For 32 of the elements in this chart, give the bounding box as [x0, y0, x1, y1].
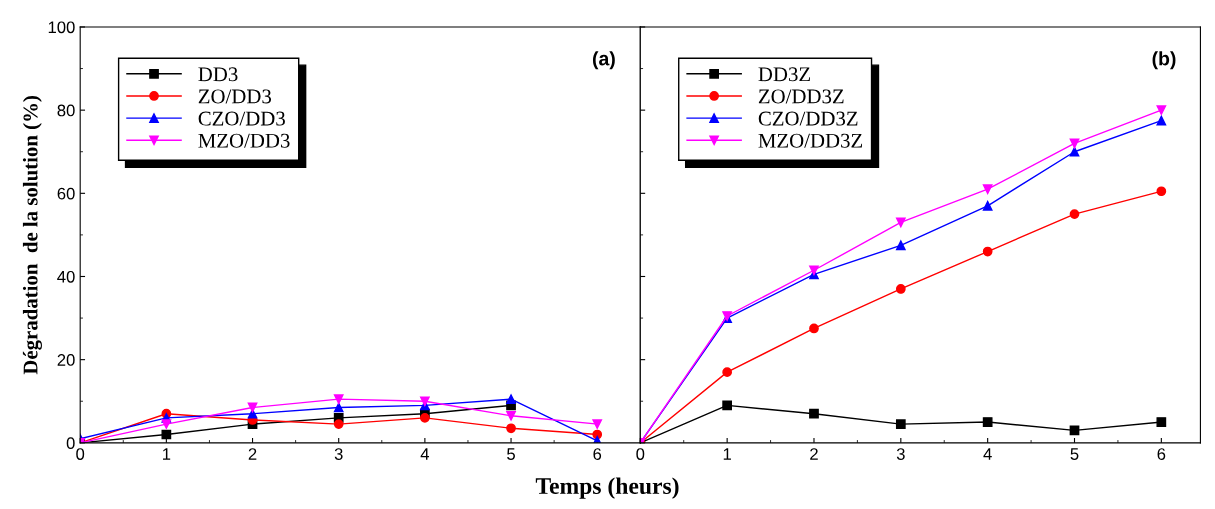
x-tick-label: 4 [983, 448, 992, 460]
legend-label: ZO/DD3Z [758, 89, 844, 104]
legend-label: MZO/DD3Z [758, 133, 863, 148]
y-tick-label: 60 [57, 187, 75, 200]
legend-label: ZO/DD3 [198, 89, 272, 104]
x-tick-label: 5 [1070, 448, 1079, 460]
y-tick-label: 40 [57, 270, 75, 283]
legend-label: CZO/DD3Z [758, 111, 858, 126]
x-tick-label: 0 [76, 448, 85, 460]
x-tick-label: 3 [896, 448, 905, 460]
legend-label: MZO/DD3 [198, 133, 290, 148]
x-tick-label: 6 [593, 448, 602, 460]
y-tick-label: 100 [48, 21, 75, 34]
annotation: (b) [1152, 51, 1176, 70]
x-tick-label: 3 [334, 448, 343, 460]
legend-label: CZO/DD3 [198, 111, 285, 126]
legend-label: DD3Z [758, 67, 810, 82]
x-tick-label: 2 [248, 448, 257, 460]
y-tick-label: 0 [66, 437, 75, 450]
x-tick-label: 0 [636, 448, 645, 460]
x-tick-label: 1 [163, 448, 171, 460]
x-axis-title: Temps (heurs) [535, 477, 679, 499]
legend-label: DD3 [198, 67, 238, 82]
x-tick-label: 6 [1157, 448, 1166, 460]
x-tick-label: 5 [507, 448, 515, 460]
x-tick-label: 2 [810, 448, 818, 460]
y-tick-label: 20 [57, 354, 75, 366]
x-tick-label: 4 [420, 448, 430, 460]
y-axis-title: Dégradation de la solution (%) [22, 96, 42, 375]
annotation: (a) [592, 51, 615, 70]
x-tick-label: 1 [723, 448, 731, 460]
y-tick-label: 80 [57, 104, 75, 117]
